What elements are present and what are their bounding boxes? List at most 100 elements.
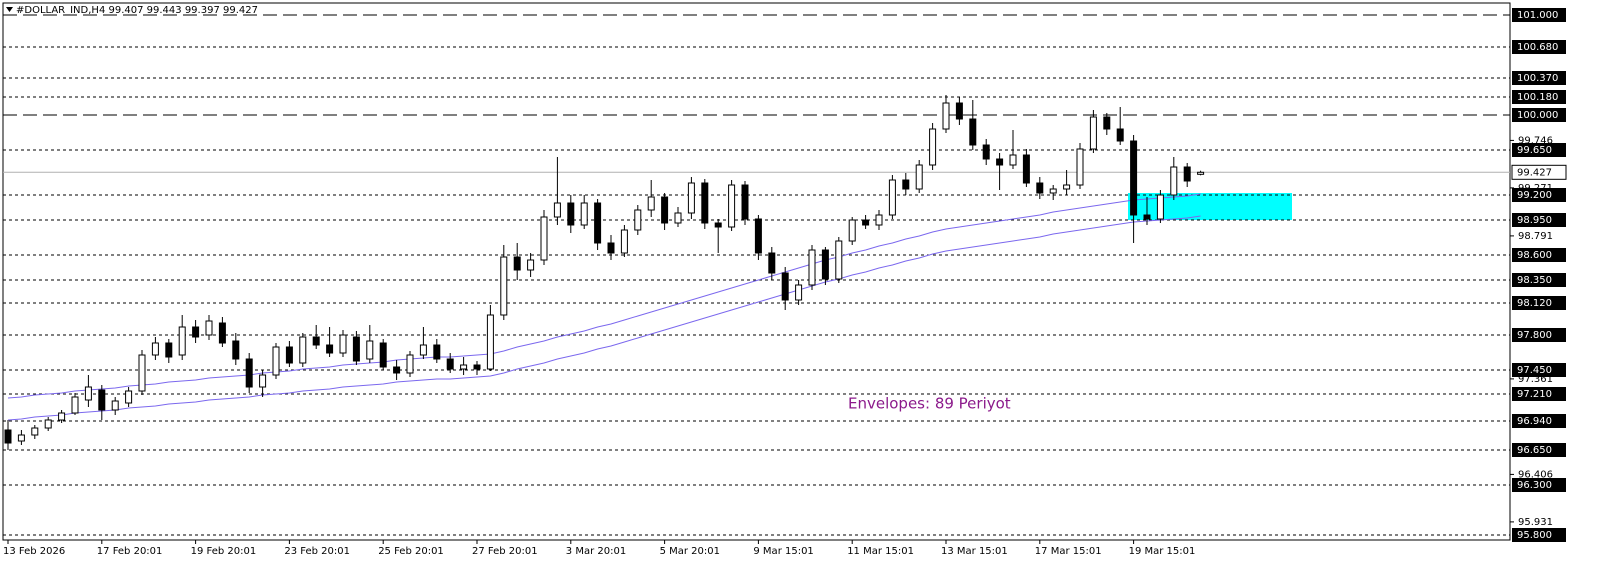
candle-body: [232, 340, 240, 360]
x-tick-label: 13 Mar 15:01: [941, 546, 1008, 557]
candle-body: [1076, 148, 1084, 186]
candle-body: [98, 389, 106, 411]
candle-body: [1063, 184, 1071, 190]
candle-body: [17, 434, 25, 442]
candle-body: [486, 314, 494, 370]
candle-body: [728, 184, 736, 228]
envelope-line: [7, 215, 1201, 421]
candle-body: [379, 342, 387, 368]
candle-body: [1156, 194, 1164, 220]
menu-arrow[interactable]: [6, 7, 13, 12]
candle-body: [567, 202, 575, 226]
candle-body: [500, 256, 508, 316]
candle-body: [955, 102, 963, 120]
y-tick-label: 98.791: [1518, 231, 1553, 242]
candle-body: [1197, 171, 1205, 175]
level-label: 98.120: [1517, 298, 1552, 309]
candle-body: [58, 412, 66, 421]
candle-body: [553, 202, 561, 218]
x-tick-label: 13 Feb 2026: [3, 546, 65, 557]
x-tick-label: 11 Mar 15:01: [847, 546, 914, 557]
level-label: 99.200: [1517, 190, 1552, 201]
level-label-box: [1512, 40, 1566, 54]
candle-body: [1049, 188, 1057, 194]
candle-body: [165, 342, 173, 358]
level-label-box: [1512, 387, 1566, 401]
last-price-label: 99.427: [1517, 167, 1552, 178]
candle-body: [835, 240, 843, 280]
candle-body: [151, 342, 159, 356]
candle-body: [446, 358, 454, 370]
candle-body: [875, 214, 883, 226]
candle-body: [754, 218, 762, 254]
candle-body: [460, 364, 468, 370]
x-tick-label: 19 Mar 15:01: [1129, 546, 1196, 557]
level-label-box: [1512, 296, 1566, 310]
level-label: 101.000: [1517, 10, 1558, 21]
candle-body: [1089, 116, 1097, 150]
candle-body: [1143, 214, 1151, 220]
level-label: 100.180: [1517, 92, 1558, 103]
level-label-box: [1512, 363, 1566, 377]
x-tick-label: 23 Feb 20:01: [284, 546, 350, 557]
candle-body: [419, 344, 427, 356]
level-label-box: [1512, 328, 1566, 342]
last-price-box: [1511, 164, 1567, 180]
candle-body: [942, 102, 950, 130]
candle-body: [84, 386, 92, 401]
candle-body: [312, 336, 320, 346]
candle-body: [205, 320, 213, 336]
candle-body: [781, 272, 789, 301]
level-label-box: [1512, 188, 1566, 202]
level-label: 100.000: [1517, 110, 1558, 121]
candle-body: [795, 284, 803, 301]
x-tick-label: 3 Mar 20:01: [566, 546, 626, 557]
candle-body: [929, 128, 937, 166]
level-label-box: [1512, 108, 1566, 122]
level-label: 100.680: [1517, 42, 1558, 53]
y-tick-label: 97.361: [1518, 374, 1553, 385]
x-tick-label: 17 Mar 15:01: [1035, 546, 1102, 557]
level-label: 98.350: [1517, 275, 1552, 286]
candle-body: [192, 326, 200, 338]
level-label: 98.950: [1517, 215, 1552, 226]
x-tick-label: 5 Mar 20:01: [660, 546, 720, 557]
level-label-box: [1512, 248, 1566, 262]
candle-body: [513, 256, 521, 271]
candle-body: [821, 249, 829, 280]
level-label-box: [1512, 478, 1566, 492]
level-label: 96.940: [1517, 416, 1552, 427]
level-label-box: [1512, 443, 1566, 457]
candle-body: [31, 427, 39, 436]
y-tick-label: 96.406: [1518, 469, 1553, 480]
level-label: 95.800: [1517, 530, 1552, 541]
candle-body: [607, 242, 615, 254]
candle-body: [352, 336, 360, 362]
candle-body: [393, 366, 401, 374]
level-label-box: [1512, 143, 1566, 157]
level-label-box: [1512, 213, 1566, 227]
candle-body: [808, 249, 816, 286]
candle-body: [178, 326, 186, 356]
x-tick-label: 25 Feb 20:01: [378, 546, 444, 557]
candle-body: [888, 179, 896, 216]
candle-body: [580, 202, 588, 226]
level-label-box: [1512, 528, 1566, 542]
candle-body: [1183, 166, 1191, 182]
y-tick-label: 95.931: [1518, 517, 1553, 528]
candle-body: [848, 219, 856, 242]
candle-body: [1009, 154, 1017, 166]
x-tick-label: 9 Mar 15:01: [753, 546, 813, 557]
candle-body: [768, 252, 776, 274]
candle-body: [862, 219, 870, 226]
candle-body: [218, 322, 226, 344]
level-label: 96.650: [1517, 445, 1552, 456]
annotation: Envelopes: 89 Periyot: [848, 395, 1011, 413]
price-zone: [1128, 193, 1292, 220]
candle-body: [982, 144, 990, 160]
candle-body: [473, 364, 481, 370]
candle-body: [661, 196, 669, 224]
level-label-box: [1512, 414, 1566, 428]
level-label: 97.800: [1517, 330, 1552, 341]
